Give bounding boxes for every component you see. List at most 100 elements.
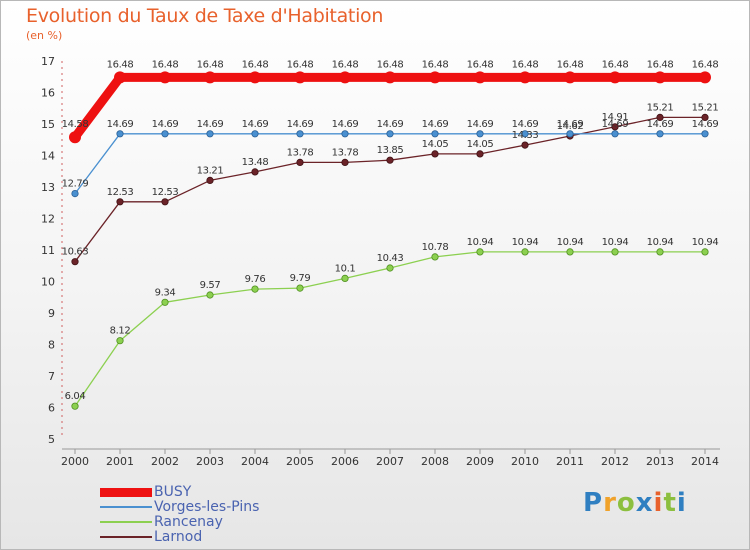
data-label-rancenay: 10.94 — [467, 237, 494, 248]
y-tick-label: 17 — [41, 55, 55, 68]
data-label-rancenay: 9.76 — [245, 274, 266, 285]
logo-letter: i — [676, 488, 687, 518]
data-point-larnod — [611, 123, 619, 131]
data-label-vorges-les-pins: 14.69 — [692, 119, 719, 130]
data-point-rancenay — [161, 298, 169, 306]
data-label-rancenay: 10.43 — [377, 253, 404, 264]
y-tick-label: 7 — [48, 370, 55, 383]
data-point-vorges-les-pins — [251, 130, 259, 138]
data-label-rancenay: 9.79 — [290, 273, 311, 284]
data-label-busy: 16.48 — [692, 59, 719, 70]
data-point-rancenay — [71, 402, 79, 410]
y-tick-label: 13 — [41, 181, 55, 194]
y-tick-label: 5 — [48, 433, 55, 446]
data-point-larnod — [386, 156, 394, 164]
legend-label-vorges-les-pins: Vorges-les-Pins — [154, 499, 260, 515]
data-label-larnod: 13.48 — [242, 157, 269, 168]
data-point-rancenay — [431, 253, 439, 261]
data-point-vorges-les-pins — [656, 130, 664, 138]
x-tick-label: 2010 — [511, 455, 539, 468]
data-label-larnod: 10.63 — [62, 247, 89, 258]
data-point-busy — [249, 71, 261, 84]
data-point-larnod — [71, 258, 79, 266]
data-point-rancenay — [476, 248, 484, 256]
chart-subtitle: (en %) — [26, 29, 63, 42]
data-point-larnod — [296, 158, 304, 166]
data-point-rancenay — [116, 337, 124, 345]
data-point-busy — [384, 71, 396, 84]
data-label-vorges-les-pins: 14.69 — [467, 119, 494, 130]
data-label-vorges-les-pins: 14.69 — [422, 119, 449, 130]
logo-letter: P — [583, 488, 604, 518]
data-point-busy — [609, 71, 621, 84]
y-tick-label: 16 — [41, 87, 55, 100]
legend-swatch-vorges-les-pins — [100, 506, 152, 508]
data-label-rancenay: 8.12 — [110, 326, 131, 337]
data-label-rancenay: 6.04 — [65, 391, 86, 402]
data-label-larnod: 14.33 — [512, 130, 539, 141]
data-label-larnod: 13.78 — [332, 147, 359, 158]
x-tick-label: 2012 — [601, 455, 629, 468]
data-label-rancenay: 10.94 — [557, 237, 584, 248]
data-point-busy — [339, 71, 351, 84]
y-tick-label: 12 — [41, 213, 55, 226]
data-label-busy: 16.48 — [512, 59, 539, 70]
data-point-vorges-les-pins — [611, 130, 619, 138]
data-point-rancenay — [341, 274, 349, 282]
data-point-busy — [204, 71, 216, 84]
data-point-vorges-les-pins — [431, 130, 439, 138]
data-label-vorges-les-pins: 14.69 — [152, 119, 179, 130]
data-label-busy: 16.48 — [107, 59, 134, 70]
data-point-larnod — [476, 150, 484, 158]
data-label-busy: 16.48 — [287, 59, 314, 70]
data-point-larnod — [206, 176, 214, 184]
series-line-rancenay — [74, 251, 706, 407]
data-label-busy: 16.48 — [332, 59, 359, 70]
data-point-vorges-les-pins — [521, 130, 529, 138]
data-label-rancenay: 10.94 — [692, 237, 719, 248]
chart-title: Evolution du Taux de Taxe d'Habitation — [26, 5, 384, 27]
data-label-larnod: 15.21 — [692, 102, 719, 113]
data-label-larnod: 14.62 — [557, 121, 584, 132]
y-tick-label: 10 — [41, 276, 55, 289]
x-tick-label: 2004 — [241, 455, 269, 468]
data-label-busy: 16.48 — [197, 59, 224, 70]
data-label-larnod: 12.53 — [107, 187, 134, 198]
data-point-vorges-les-pins — [206, 130, 214, 138]
data-point-rancenay — [386, 264, 394, 272]
data-label-larnod: 13.78 — [287, 147, 314, 158]
data-point-vorges-les-pins — [701, 130, 709, 138]
x-tick-label: 2009 — [466, 455, 494, 468]
data-label-rancenay: 10.94 — [512, 237, 539, 248]
x-tick-label: 2005 — [286, 455, 314, 468]
data-point-larnod — [341, 158, 349, 166]
y-tick-label: 6 — [48, 402, 55, 415]
data-point-busy — [294, 71, 306, 84]
data-label-rancenay: 9.57 — [200, 280, 221, 291]
data-label-rancenay: 10.94 — [602, 237, 629, 248]
data-point-larnod — [701, 113, 709, 122]
data-label-busy: 16.48 — [152, 59, 179, 70]
data-point-larnod — [251, 168, 259, 176]
data-point-busy — [429, 71, 441, 84]
legend-swatch-larnod — [100, 536, 152, 538]
data-point-larnod — [116, 198, 124, 206]
data-labels: 14.58 16.48 16.48 16.48 16.48 16.48 16.48 16.48… — [62, 59, 719, 402]
x-tick-label: 2014 — [691, 455, 719, 468]
data-label-busy: 16.48 — [422, 59, 449, 70]
data-label-busy: 16.48 — [557, 59, 584, 70]
data-label-busy: 14.58 — [62, 119, 89, 130]
y-tick-label: 11 — [41, 244, 55, 257]
data-label-busy: 16.48 — [647, 59, 674, 70]
data-point-busy — [699, 71, 711, 84]
x-tick-label: 2013 — [646, 455, 674, 468]
data-label-busy: 16.48 — [242, 59, 269, 70]
x-tick-label: 2001 — [106, 455, 134, 468]
data-label-vorges-les-pins: 14.69 — [647, 119, 674, 130]
data-point-vorges-les-pins — [116, 130, 124, 138]
data-point-rancenay — [521, 248, 529, 256]
data-label-larnod: 13.85 — [377, 145, 404, 156]
data-label-vorges-les-pins: 14.69 — [107, 119, 134, 130]
data-point-rancenay — [566, 248, 574, 256]
